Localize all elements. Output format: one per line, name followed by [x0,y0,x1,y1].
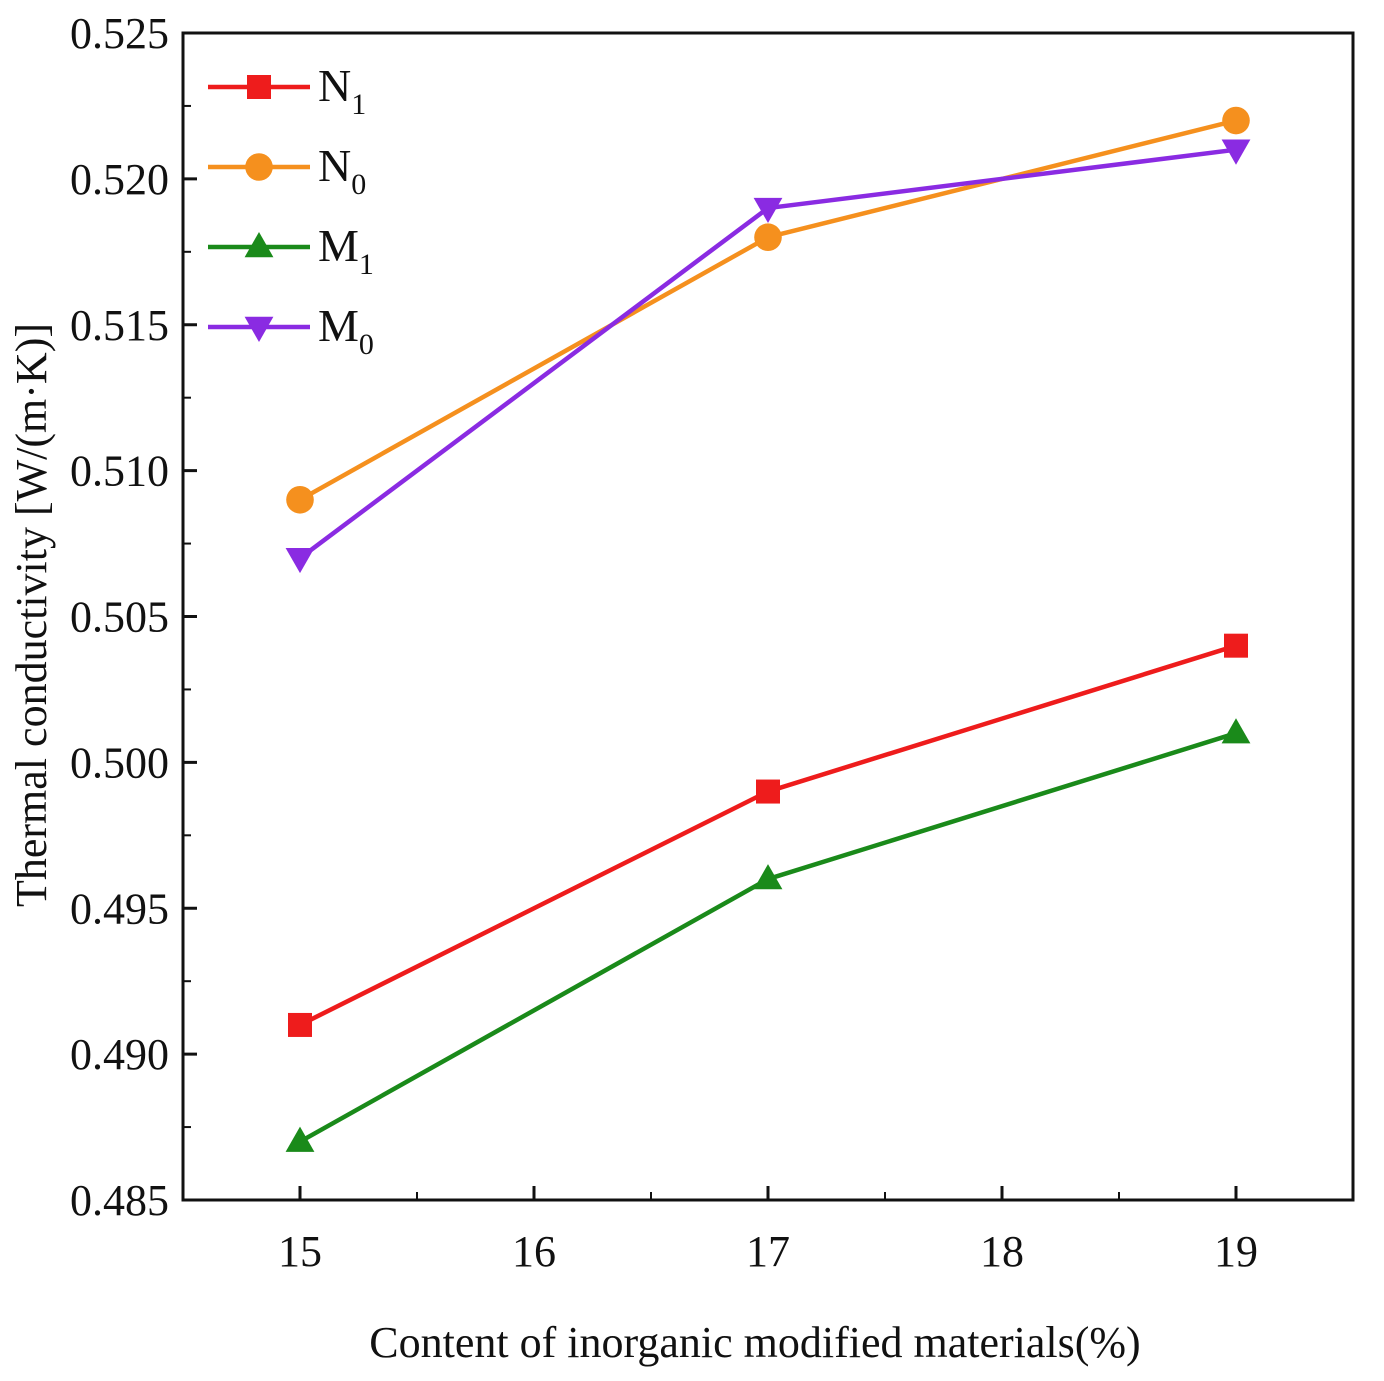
y-tick-label: 0.495 [70,884,169,933]
y-tick-label: 0.490 [70,1030,169,1079]
data-point [754,223,782,252]
data-point [286,486,314,514]
x-tick-label: 19 [1214,1227,1258,1276]
legend-label: M0 [318,300,374,361]
x-tick-label: 17 [746,1227,790,1276]
data-point [285,1126,315,1152]
legend-label: N1 [318,60,366,121]
data-point [756,779,780,804]
y-tick-label: 0.510 [70,447,169,496]
data-point [753,197,783,224]
data-point [753,864,783,890]
data-point [1221,139,1251,165]
y-tick-label: 0.525 [70,9,169,58]
legend: N1 N0 M1 M0 [208,60,374,361]
y-tick-label: 0.500 [70,738,169,787]
y-tick-label: 0.505 [70,593,169,642]
data-point [288,1012,312,1037]
data-point [1222,106,1250,135]
series-line [298,118,1237,502]
y-tick-label: 0.485 [70,1176,169,1225]
x-tick-label: 18 [980,1227,1024,1276]
series-layer [285,106,1251,1152]
axis-ticks: 0.485 0.490 0.495 0.500 0.505 0.510 0.515 0.520… [70,9,1258,1276]
x-tick-label: 16 [512,1227,556,1276]
x-axis-title: Content of inorganic modified materials(… [369,1318,1140,1367]
y-axis-title: Thermal conductivity [W/(m·K)] [7,323,56,907]
legend-marker [244,232,274,258]
legend-marker [247,75,271,99]
legend-label: M1 [318,220,374,281]
data-point [1224,633,1248,658]
data-point [1221,718,1251,744]
legend-label: N0 [318,140,366,201]
legend-marker [244,316,274,342]
series-line [298,643,1237,1027]
data-point [285,547,315,574]
x-tick-label: 15 [278,1227,322,1276]
y-tick-label: 0.520 [70,155,169,204]
legend-marker [245,153,273,181]
y-tick-label: 0.515 [70,301,169,350]
